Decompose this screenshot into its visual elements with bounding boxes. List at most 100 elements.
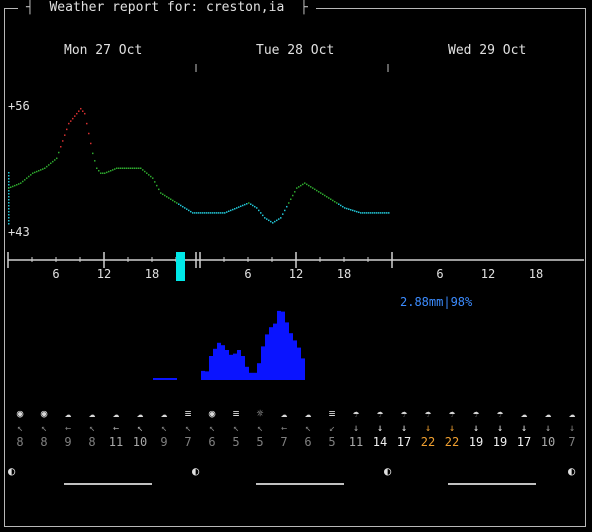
y-min-label: +43 [8, 225, 30, 239]
cloud-rain-icon: ☂ [400, 407, 408, 420]
temperature-dot [358, 211, 360, 214]
cloud-partly-icon: ☁ [280, 407, 288, 420]
temperature-dot [144, 170, 146, 173]
temperature-dot [370, 212, 372, 214]
precipitation-bar [173, 378, 177, 380]
temperature-dot [300, 184, 302, 187]
temperature-dot [12, 185, 14, 188]
hour-tick-label: 18 [336, 267, 352, 281]
cloud-rain-icon: ☂ [376, 407, 384, 420]
cloud-partly-icon: ☁ [136, 407, 144, 420]
temperature-dot [326, 196, 328, 198]
temperature-dot [166, 196, 168, 198]
temperature-dot [32, 172, 34, 174]
temperature-dot [8, 199, 10, 201]
temperature-dot [196, 212, 198, 214]
temperature-dot [314, 188, 316, 191]
wind-direction-icon: ↖ [88, 423, 96, 434]
temperature-dot [26, 177, 28, 179]
temperature-dot [156, 184, 158, 187]
temperature-dot [106, 171, 108, 174]
moon-phase-icon: ◐ [568, 464, 576, 478]
day-label-1: Mon 27 Oct [64, 43, 143, 58]
temperature-dot [292, 194, 294, 197]
temperature-dot [118, 167, 120, 169]
wind-direction-icon: ↓ [448, 423, 456, 434]
temperature-dot [88, 132, 90, 135]
wind-speed: 10 [132, 435, 148, 449]
temperature-dot [8, 193, 10, 195]
temperature-dot [328, 197, 330, 199]
temperature-dot [160, 192, 162, 194]
temperature-dot [52, 160, 54, 163]
precipitation-bar [209, 356, 213, 380]
temperature-dot [128, 167, 130, 169]
temperature-dot [40, 169, 42, 171]
wind-direction-icon: ← [280, 423, 288, 434]
temperature-dot [132, 167, 134, 169]
temperature-dot [154, 181, 156, 183]
temperature-dot [46, 165, 48, 168]
temperature-dot [280, 217, 282, 219]
temperature-dot [258, 209, 260, 212]
wind-speed: 8 [88, 435, 96, 449]
temperature-dot [276, 219, 278, 222]
temperature-dot [64, 134, 66, 136]
wind-direction-icon: ↓ [352, 423, 360, 434]
temperature-dot [114, 168, 116, 170]
temperature-dot [8, 181, 10, 183]
precipitation-bar [269, 327, 273, 380]
precipitation-bar [236, 376, 237, 380]
temperature-dot [298, 186, 300, 188]
wind-speed: 19 [492, 435, 508, 449]
temperature-dot [306, 183, 308, 186]
precipitation-bar [265, 334, 269, 380]
temperature-dot [240, 205, 242, 208]
temperature-dot [84, 112, 86, 115]
precipitation-bar [217, 342, 221, 380]
temperature-dot [380, 212, 382, 214]
temperature-dot [126, 167, 128, 169]
wind-direction-icon: ↓ [496, 423, 504, 434]
temperature-dot [374, 212, 376, 214]
fog-icon: ≡ [328, 407, 336, 420]
wind-speed: 6 [208, 435, 216, 449]
precipitation-bar [234, 377, 235, 380]
hour-tick-label: 12 [480, 267, 496, 281]
temperature-dot [220, 212, 222, 214]
temperature-dot [142, 169, 144, 171]
temperature-dot [378, 212, 380, 214]
temperature-dot [216, 212, 218, 214]
wind-speed: 11 [108, 435, 124, 449]
temperature-dot [294, 191, 296, 193]
temperature-dot [234, 208, 236, 210]
temperature-dot [272, 222, 274, 224]
temperature-dot [146, 172, 148, 174]
hour-tick-label: 6 [52, 267, 60, 281]
day-label-3: Wed 29 Oct [448, 43, 527, 58]
temperature-dot [248, 202, 250, 204]
temperature-dot [252, 204, 254, 207]
cloud-partly-icon: ☁ [64, 407, 72, 420]
cloud-rain-icon: ☂ [472, 407, 480, 420]
temperature-dot [174, 200, 176, 203]
moon-phase-icon: ◐ [192, 464, 200, 478]
moon-phase-icon: ◐ [384, 464, 392, 478]
precipitation-summary: 2.88mm|98% [400, 295, 473, 309]
temperature-dot [278, 218, 280, 220]
wind-speed: 5 [232, 435, 240, 449]
temperature-dot [66, 128, 68, 131]
temperature-dot [348, 208, 350, 210]
temperature-dot [54, 159, 56, 161]
temperature-dot [100, 172, 102, 174]
precipitation-bar [238, 378, 239, 380]
temperature-dot [24, 179, 26, 181]
temperature-dot [230, 209, 232, 212]
temperature-dot [254, 205, 256, 208]
temperature-dot [90, 142, 92, 145]
daylight-bar [64, 483, 152, 485]
temperature-dot [210, 212, 212, 214]
cloud-partly-icon: ☁ [304, 407, 312, 420]
temperature-dot [42, 168, 44, 170]
precipitation-bar [161, 378, 165, 380]
